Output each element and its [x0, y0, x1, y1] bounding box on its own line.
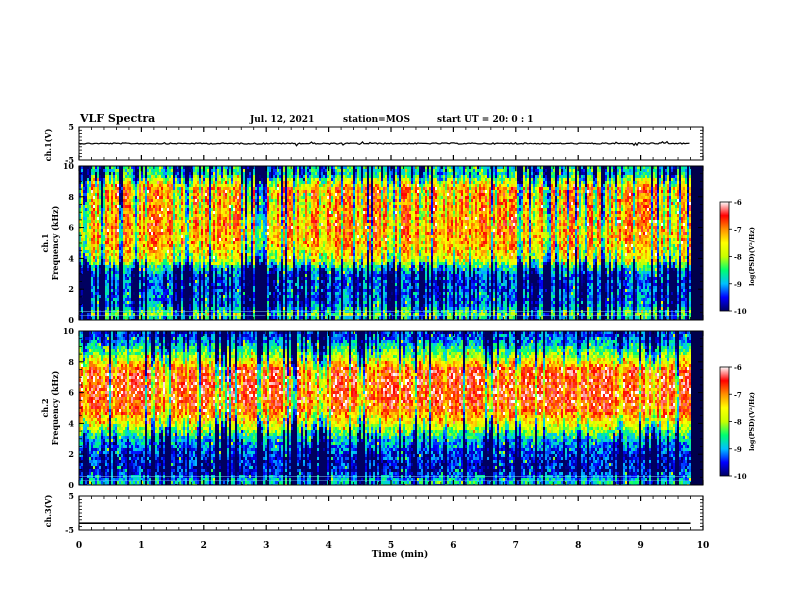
ch1-spectrogram-ytick-label: 8: [68, 192, 74, 202]
ch2-spectrogram-ytick-label: 10: [63, 326, 75, 336]
colorbar-tick-label: -6: [734, 198, 742, 207]
colorbar-scale: [719, 366, 730, 477]
ch2-spectrogram-ylabel: ch.2 Frequency (kHz): [40, 370, 60, 445]
colorbar-tick-label: -6: [734, 363, 742, 372]
x-axis-label: Time (min): [372, 549, 429, 560]
ch3-waveform-ytick-label: 5: [68, 491, 74, 501]
ch1-spectrogram-ytick-label: 2: [68, 284, 74, 294]
x-tick-label: 8: [575, 541, 581, 551]
x-tick-label: 4: [325, 541, 331, 551]
x-tick-label: 9: [637, 541, 643, 551]
ch1-spectrogram-ylabel-line1: ch.1: [40, 233, 50, 252]
figure-title: VLF Spectra: [79, 112, 155, 125]
colorbar-tick-label: -10: [734, 307, 747, 316]
x-tick-label: 2: [201, 541, 207, 551]
ch2-spectrogram-image: [79, 331, 703, 485]
ch2-spectrogram-panel: 0 2 4 6 8 10: [63, 326, 704, 490]
ch1-spectrogram-image: [79, 166, 703, 320]
ch1-spectrogram-ytick-label: 10: [63, 161, 75, 171]
colorbar-tick-label: -9: [734, 445, 742, 454]
colorbar-label: log(PSD)(V²/Hz): [748, 227, 756, 286]
ch2-spectrogram-ytick-label: 4: [68, 418, 74, 428]
x-tick-label: 5: [388, 541, 394, 551]
ch2-spectrogram-ylabel-line1: ch.2: [40, 398, 50, 417]
ch2-spectrogram-ytick-label: 8: [68, 357, 74, 367]
ch1-waveform-trace: [78, 140, 690, 147]
colorbar-tick-label: -8: [734, 253, 742, 262]
start-time-label: start UT = 20: 0 : 1: [437, 115, 534, 125]
x-tick-label: 10: [697, 541, 710, 551]
ch3-waveform-panel: 5 -5: [65, 491, 704, 535]
station-label: station=MOS: [343, 115, 410, 125]
ch1-waveform-ylabel: ch.1(V): [43, 128, 53, 161]
ch1-spectrogram-ylabel-line2: Frequency (kHz): [50, 205, 60, 280]
date-label: Jul. 12, 2021: [249, 115, 314, 125]
x-tick-label: 6: [450, 541, 456, 551]
ch1-spectrogram-panel: 0 2 4 6 8 10: [63, 161, 704, 325]
x-tick-label: 0: [76, 541, 82, 551]
colorbar-tick-label: -9: [734, 280, 742, 289]
colorbar-tick-label: -8: [734, 418, 742, 427]
colorbar-tick-label: -7: [734, 225, 742, 234]
ch2-spectrogram-ylabel-line2: Frequency (kHz): [50, 370, 60, 445]
ch1-spectrogram-ytick-label: 0: [68, 315, 74, 325]
colorbar-tick-label: -7: [734, 390, 742, 399]
ch3-waveform-ylabel: ch.3(V): [43, 494, 53, 527]
x-tick-label: 3: [263, 541, 269, 551]
colorbar-tick-label: -10: [734, 472, 747, 481]
colorbar-label: log(PSD)(V²/Hz): [748, 392, 756, 451]
ch2-spectrogram-ytick-label: 6: [68, 388, 74, 398]
x-tick-label: 7: [513, 541, 519, 551]
time-axis: 0 1 2 3 4 5 6 7 8 9 10: [76, 541, 709, 551]
ch1-spectrogram-ylabel: ch.1 Frequency (kHz): [40, 205, 60, 280]
colorbar-scale: [719, 201, 730, 312]
ch1-waveform-ytick-label: 5: [68, 122, 74, 132]
ch2-spectrogram-ytick-label: 0: [68, 480, 74, 490]
ch2-spectrogram-ytick-label: 2: [68, 449, 74, 459]
ch1-waveform-ytick-label: -5: [65, 155, 74, 165]
x-tick-label: 1: [138, 541, 144, 551]
ch3-waveform-ytick-label: -5: [65, 525, 74, 535]
ch1-spectrogram-ytick-label: 4: [68, 253, 74, 263]
colorbar-2: -6 -7 -8 -9 -10 log(PSD)(V²/Hz): [719, 363, 756, 481]
ch1-waveform-panel: 5 -5: [65, 122, 704, 165]
colorbar-1: -6 -7 -8 -9 -10 log(PSD)(V²/Hz): [719, 198, 756, 316]
ch1-spectrogram-ytick-label: 6: [68, 223, 74, 233]
